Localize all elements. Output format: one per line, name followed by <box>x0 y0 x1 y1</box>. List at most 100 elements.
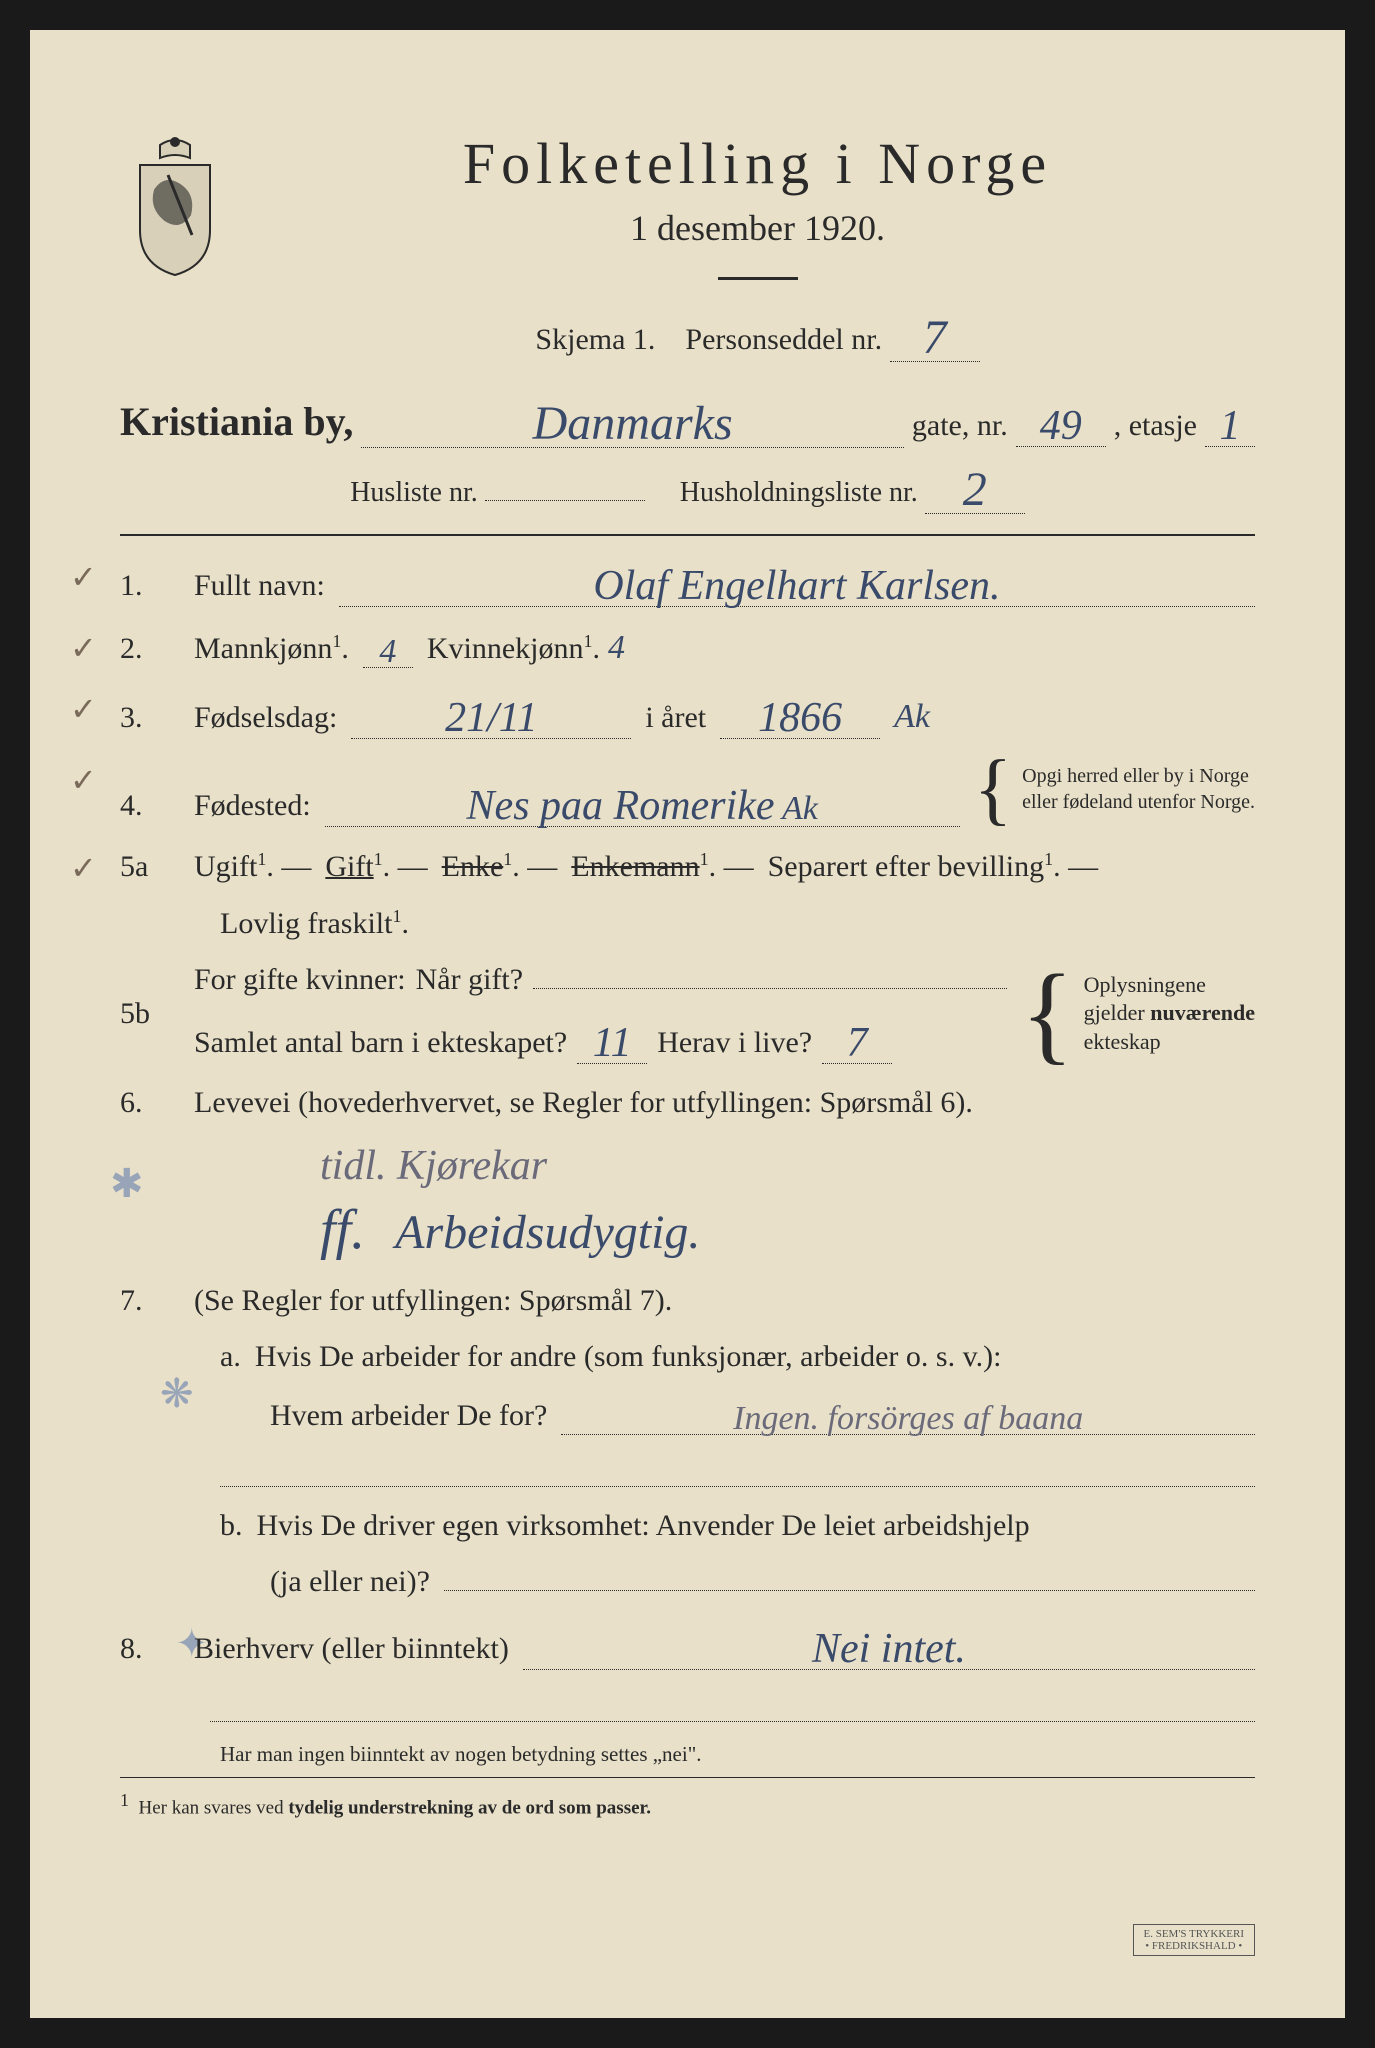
q5b-live-label: Herav i live? <box>657 1026 812 1060</box>
q1-num: 1. <box>120 569 180 603</box>
q3-label: Fødselsdag: <box>194 701 337 735</box>
q7b-text2: (ja eller nei)? <box>270 1565 430 1599</box>
check-mark: ✓ <box>70 629 97 667</box>
divider-thin <box>120 1777 1255 1778</box>
header: Folketelling i Norge 1 desember 1920. Sk… <box>120 130 1255 362</box>
q3-num: 3. <box>120 701 180 735</box>
q2-mann: Mannkjønn1. <box>194 631 349 666</box>
q3-row: ✓ 3. Fødselsdag: 21/11 i året 1866 Ak <box>120 690 1255 739</box>
q5b-forgifte: For gifte kvinner: <box>194 963 406 997</box>
q5b-note-block: { Oplysningene gjelder nuværende ekteska… <box>1021 971 1255 1057</box>
q5a-enkemann: Enkemann1. — <box>571 849 753 884</box>
q3-day: 21/11 <box>445 695 538 741</box>
title-block: Folketelling i Norge 1 desember 1920. Sk… <box>260 130 1255 362</box>
gate-label: gate, nr. <box>912 409 1008 443</box>
q7a-row1: a. Hvis De arbeider for andre (som funks… <box>220 1340 1255 1374</box>
q8-row: 8. Bierhverv (eller biinntekt) Nei intet… <box>120 1621 1255 1670</box>
gate-nr: 49 <box>1040 403 1082 449</box>
q2-kvinne-mark: 4 <box>608 629 625 667</box>
dotted-line <box>210 1692 1255 1722</box>
printer-stamp: E. SEM'S TRYKKERI • FREDRIKSHALD • <box>1133 1924 1256 1956</box>
q8-label: Bierhverv (eller biinntekt) <box>194 1632 509 1666</box>
q4-value: Nes paa Romerike <box>467 783 775 829</box>
q5a-sep: Separert efter bevilling1. — <box>768 849 1099 884</box>
q5a-ugift: Ugift1. — <box>194 849 311 884</box>
q7a-value: Ingen. forsörges af baana <box>733 1400 1083 1437</box>
q5b-note3: ekteskap <box>1084 1028 1255 1057</box>
q7b-label: b. <box>220 1509 243 1543</box>
form-number-line: Skjema 1. Personseddel nr. 7 <box>260 306 1255 362</box>
q8-value: Nei intet. <box>812 1626 966 1672</box>
q7b-row2: (ja eller nei)? <box>270 1565 1255 1599</box>
q7a-row2: Hvem arbeider De for? Ingen. forsörges a… <box>270 1396 1255 1435</box>
q4-note2: eller fødeland utenfor Norge. <box>1022 789 1255 815</box>
husholdning-label: Husholdningsliste nr. <box>680 477 918 508</box>
q6-answer-block: tidl. Kjørekar ff.Arbeidsudygtig. <box>320 1142 1255 1262</box>
q3-suffix: Ak <box>894 698 930 736</box>
q4-row: ✓ 4. Fødested: Nes paa Romerike Ak { Opg… <box>120 761 1255 827</box>
q7-num: 7. <box>120 1284 180 1318</box>
q5a-row2: Lovlig fraskilt1. <box>220 906 1255 941</box>
q2-row: ✓ 2. Mannkjønn1. 4 Kvinnekjønn1. 4 <box>120 629 1255 668</box>
stamp-line2: • FREDRIKSHALD • <box>1144 1940 1245 1952</box>
q1-label: Fullt navn: <box>194 569 325 603</box>
husliste-line: Husliste nr. Husholdningsliste nr. 2 <box>120 458 1255 514</box>
q2-mann-mark: 4 <box>379 633 396 670</box>
q4-num: 4. <box>120 789 180 823</box>
personseddel-label: Personseddel nr. <box>685 323 882 356</box>
check-mark: ✓ <box>70 690 97 728</box>
q8-num: 8. <box>120 1632 180 1666</box>
q4-suffix: Ak <box>782 790 818 827</box>
q5b-note1: Oplysningene <box>1084 971 1255 1000</box>
q6-num: 6. <box>120 1086 180 1120</box>
q6-line1: tidl. Kjørekar <box>320 1142 1255 1190</box>
husholdning-value: 2 <box>963 463 987 516</box>
q6-line2: ff.Arbeidsudygtig. <box>320 1198 1255 1262</box>
q5a-num: 5a <box>120 850 180 884</box>
footer-note: Har man ingen biinntekt av nogen betydni… <box>220 1742 1255 1767</box>
check-mark: ✓ <box>70 558 97 596</box>
q7b-text1: Hvis De driver egen virksomhet: Anvender… <box>257 1509 1030 1543</box>
divider <box>120 534 1255 536</box>
date-subtitle: 1 desember 1920. <box>260 207 1255 249</box>
etasje-value: 1 <box>1220 403 1241 449</box>
q4-note-block: { Opgi herred eller by i Norge eller fød… <box>974 761 1255 817</box>
q1-value: Olaf Engelhart Karlsen. <box>593 563 1000 609</box>
q5b-barn-label: Samlet antal barn i ekteskapet? <box>194 1026 567 1060</box>
q3-year: 1866 <box>758 695 842 741</box>
q7-label: (Se Regler for utfyllingen: Spørsmål 7). <box>194 1284 672 1318</box>
q5a-enke: Enke1. — <box>442 849 558 884</box>
q6-row: 6. Levevei (hovederhvervet, se Regler fo… <box>120 1086 1255 1120</box>
q5b-naar: Når gift? <box>416 963 523 997</box>
street-value: Danmarks <box>533 397 733 450</box>
q5b-num: 5b <box>120 997 180 1031</box>
dotted-line <box>220 1457 1255 1487</box>
coat-of-arms-icon <box>120 130 230 280</box>
q3-year-label: i året <box>645 701 706 735</box>
q2-num: 2. <box>120 632 180 666</box>
census-form-page: Folketelling i Norge 1 desember 1920. Sk… <box>30 30 1345 2018</box>
q6-label: Levevei (hovederhvervet, se Regler for u… <box>194 1086 973 1120</box>
etasje-label: , etasje <box>1114 409 1197 443</box>
q7a-text2: Hvem arbeider De for? <box>270 1399 547 1433</box>
check-mark: ✓ <box>70 761 97 799</box>
check-mark: ✓ <box>70 849 97 887</box>
husliste-label: Husliste nr. <box>350 477 478 508</box>
q2-kvinne: Kvinnekjønn1. <box>427 631 600 666</box>
title-rule <box>718 277 798 280</box>
footnote: 1 Her kan svares ved tydelig understrekn… <box>120 1790 1255 1819</box>
q4-label: Fødested: <box>194 789 311 823</box>
skjema-label: Skjema 1. <box>535 323 655 356</box>
q7b-row1: b. Hvis De driver egen virksomhet: Anven… <box>220 1509 1255 1543</box>
q7-row: 7. (Se Regler for utfyllingen: Spørsmål … <box>120 1284 1255 1318</box>
q5b-note2: gjelder nuværende <box>1084 999 1255 1028</box>
q5b-row: 5b For gifte kvinner: Når gift? Samlet a… <box>120 963 1255 1064</box>
q5b-barn-val: 11 <box>593 1020 632 1066</box>
q5a-lovlig: Lovlig fraskilt1. <box>220 906 409 941</box>
q5b-live-val: 7 <box>847 1020 868 1066</box>
city-name: Kristiania by, <box>120 398 353 445</box>
address-line: Kristiania by, Danmarks gate, nr. 49 , e… <box>120 392 1255 448</box>
q5a-gift: Gift1. — <box>325 849 427 884</box>
q7a-text1: Hvis De arbeider for andre (som funksjon… <box>255 1340 1002 1374</box>
ink-blot-icon: ❋ <box>160 1370 194 1417</box>
